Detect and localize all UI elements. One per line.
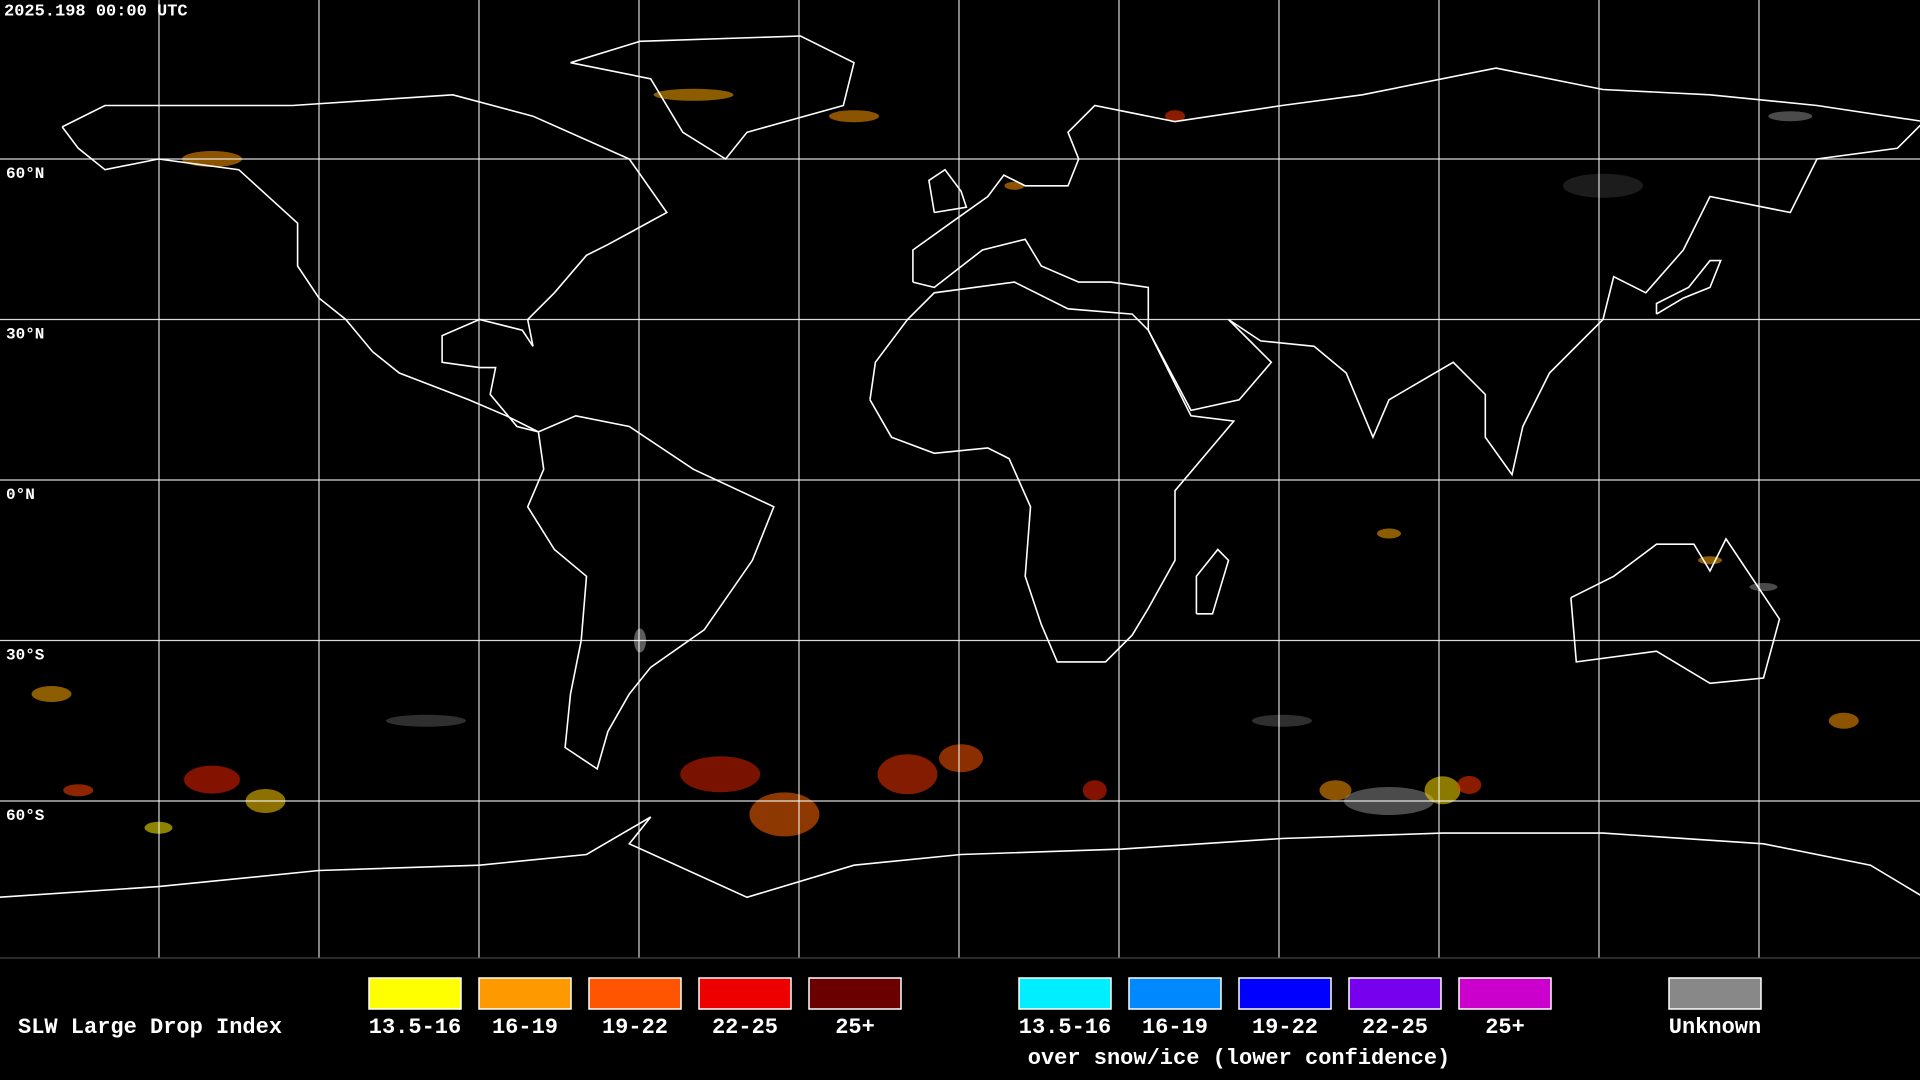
coastline bbox=[1570, 537, 1781, 685]
weather-patch bbox=[386, 714, 466, 727]
timestamp: 2025.198 00:00 UTC bbox=[4, 2, 188, 21]
legend-label: Unknown bbox=[1669, 1015, 1761, 1040]
coastline bbox=[912, 67, 1920, 477]
legend-label: 13.5-16 bbox=[369, 1015, 461, 1040]
legend-swatch bbox=[808, 977, 902, 1010]
weather-patch bbox=[1082, 780, 1107, 801]
legend-title: SLW Large Drop Index bbox=[18, 1015, 282, 1040]
weather-patch bbox=[829, 110, 879, 123]
legend-label: 22-25 bbox=[712, 1015, 778, 1040]
weather-patch bbox=[1563, 173, 1643, 198]
snow-caption: over snow/ice (lower confidence) bbox=[1028, 1046, 1450, 1071]
weather-patch bbox=[1165, 110, 1185, 123]
graticule: 60°N 30°N 0°N 30°S 60°S bbox=[0, 0, 1920, 958]
weather-patch bbox=[1768, 111, 1813, 122]
latitude-label: 30°S bbox=[6, 647, 45, 665]
weather-patch bbox=[877, 754, 938, 795]
legend-swatch bbox=[1458, 977, 1552, 1010]
weather-patch bbox=[1457, 775, 1482, 794]
legend-label: 19-22 bbox=[602, 1015, 668, 1040]
weather-patch bbox=[1749, 583, 1778, 591]
coastline bbox=[1195, 548, 1230, 615]
weather-patch bbox=[1828, 712, 1859, 729]
legend-swatch bbox=[1018, 977, 1112, 1010]
legend-swatch bbox=[1668, 977, 1762, 1010]
coastline bbox=[0, 816, 1920, 899]
legend-label: 25+ bbox=[1485, 1015, 1525, 1040]
legend: SLW Large Drop Index over snow/ice (lowe… bbox=[18, 977, 1762, 1071]
legend-label: 25+ bbox=[835, 1015, 875, 1040]
weather-patch bbox=[1377, 528, 1401, 539]
weather-patch bbox=[680, 756, 761, 793]
coastline bbox=[928, 168, 968, 214]
weather-patch bbox=[1004, 181, 1025, 190]
legend-swatch bbox=[1128, 977, 1222, 1010]
legend-label: 16-19 bbox=[1142, 1015, 1208, 1040]
weather-patch bbox=[1252, 714, 1312, 727]
coastlines bbox=[0, 35, 1920, 899]
coastline bbox=[526, 414, 775, 771]
weather-patch bbox=[63, 784, 94, 797]
weather-patch bbox=[653, 88, 734, 101]
weather-layer bbox=[31, 88, 1859, 837]
latitude-label: 60°N bbox=[6, 165, 44, 183]
legend-swatch bbox=[368, 977, 462, 1010]
legend-swatch bbox=[1238, 977, 1332, 1010]
legend-swatch bbox=[588, 977, 682, 1010]
weather-patch bbox=[749, 792, 820, 837]
weather-patch bbox=[1424, 776, 1461, 805]
legend-label: 22-25 bbox=[1362, 1015, 1428, 1040]
legend-swatch bbox=[698, 977, 792, 1010]
legend-label: 13.5-16 bbox=[1019, 1015, 1111, 1040]
coastline bbox=[570, 35, 855, 161]
coastline bbox=[869, 281, 1236, 663]
legend-label: 16-19 bbox=[492, 1015, 558, 1040]
latitude-label: 30°N bbox=[6, 326, 44, 344]
weather-patch bbox=[1319, 780, 1352, 801]
legend-label: 19-22 bbox=[1252, 1015, 1318, 1040]
latitude-label: 0°N bbox=[6, 486, 35, 504]
weather-patch bbox=[184, 765, 240, 794]
latitude-label: 60°S bbox=[6, 807, 45, 825]
weather-patch bbox=[31, 686, 72, 702]
legend-swatch bbox=[478, 977, 572, 1010]
legend-swatch bbox=[1348, 977, 1442, 1010]
weather-patch bbox=[939, 744, 983, 773]
coastline bbox=[1655, 259, 1722, 315]
